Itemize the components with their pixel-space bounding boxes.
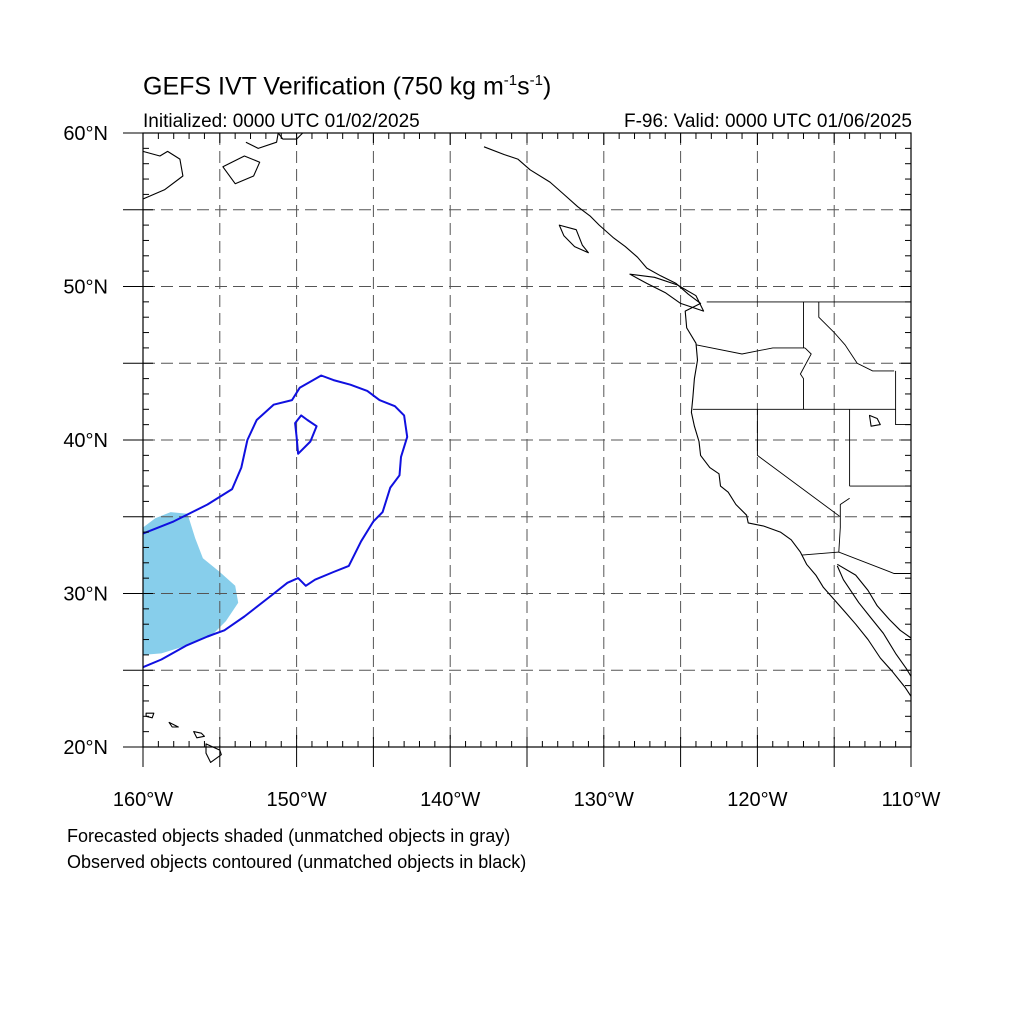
border-or-id: [799, 347, 812, 410]
valid-time-label: F-96: Valid: 0000 UTC 01/06/2025: [624, 111, 912, 132]
observed-object-inner-contour: [294, 414, 318, 455]
forecast-objects-layer: [143, 512, 239, 655]
observed-object-contour: [142, 374, 409, 669]
lat-label: 40°N: [63, 430, 108, 452]
coastline-great-salt-lake: [868, 414, 881, 427]
legend-observed-note: Observed objects contoured (unmatched ob…: [67, 852, 527, 872]
title-close: ): [542, 72, 552, 101]
coastline-kenai: [245, 132, 304, 149]
lat-lon-grid: [143, 133, 911, 747]
border-id-mt: [818, 301, 895, 372]
lat-label: 60°N: [63, 123, 108, 145]
forecast-object-shaded: [143, 512, 239, 655]
axis-labels: 160°W 150°W 140°W 130°W 120°W 110°W 20°N 30°N 40…: [63, 123, 940, 811]
border-us-mexico: [801, 551, 911, 574]
coastline-west-coast: [483, 146, 912, 697]
title-exponent-1: -1: [503, 72, 518, 89]
title-exponent-2: -1: [529, 72, 543, 89]
legend-forecast-note: Forecasted objects shaded (unmatched obj…: [67, 826, 511, 846]
border-ca-nv: [756, 409, 841, 553]
axis-ticks: [123, 132, 912, 767]
coastline-kodiak: [222, 155, 261, 185]
lon-label: 110°W: [882, 789, 941, 811]
lat-label: 50°N: [63, 277, 108, 299]
lon-label: 160°W: [113, 789, 173, 811]
coastline-mainland-gulf: [837, 563, 912, 639]
coastline-baja-gulf: [836, 565, 912, 677]
lon-label: 130°W: [574, 789, 634, 811]
lat-label: 20°N: [63, 737, 108, 759]
coastline-vancouver-is: [629, 273, 705, 312]
coastline-alaska: [142, 150, 184, 200]
coastline-kauai: [145, 712, 155, 719]
borders-layer: [692, 301, 911, 574]
title-text: GEFS IVT Verification (750 kg m: [143, 72, 504, 101]
border-nv-az: [839, 497, 850, 517]
observed-contours-layer: [142, 374, 409, 669]
border-wa-or: [695, 344, 805, 355]
coastline-maui: [193, 731, 205, 739]
lat-label: 30°N: [63, 584, 108, 606]
lon-label: 150°W: [266, 789, 326, 811]
init-time-label: Initialized: 0000 UTC 01/02/2025: [143, 111, 420, 132]
map-title: GEFS IVT Verification (750 kg m-1s-1): [143, 72, 551, 101]
lon-label: 120°W: [727, 789, 787, 811]
coastline-haida-gwaii: [558, 224, 589, 254]
title-unit-s: s: [517, 72, 530, 101]
coastline-hawaii-big: [205, 743, 222, 763]
lon-label: 140°W: [420, 789, 480, 811]
coastline-oahu: [168, 721, 179, 728]
